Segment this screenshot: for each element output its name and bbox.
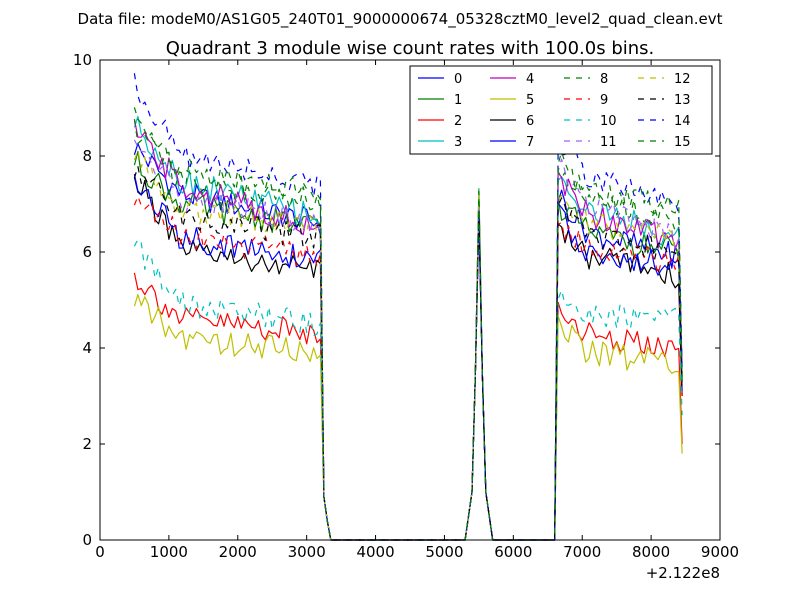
series-line-8: [133, 107, 683, 541]
series-line-10: [133, 203, 683, 541]
series-lines: [133, 73, 683, 541]
x-tick-label: 8000: [632, 543, 670, 561]
y-tick-label: 8: [82, 147, 92, 165]
series-line-3: [133, 115, 683, 541]
series-line-5: [133, 190, 683, 541]
x-tick-label: 5000: [425, 543, 463, 561]
x-tick-label: 9000: [701, 543, 739, 561]
legend-label-5: 5: [526, 93, 534, 108]
series-line-2: [133, 198, 683, 541]
legend-label-7: 7: [526, 135, 534, 150]
x-tick-label: 1000: [150, 543, 188, 561]
series-line-7: [133, 173, 683, 541]
series-line-12: [133, 150, 683, 541]
y-tick-label: 10: [73, 51, 92, 69]
legend-label-13: 13: [674, 93, 691, 108]
x-tick-label: 6000: [494, 543, 532, 561]
legend-frame: [409, 65, 713, 155]
x-tick-label: 3000: [288, 543, 326, 561]
series-line-13: [133, 166, 683, 541]
x-tick-label: 2000: [219, 543, 257, 561]
legend-label-15: 15: [674, 135, 691, 150]
x-offset-label: +2.122e8: [646, 564, 720, 582]
figure-suptitle: Data file: modeM0/AS1G05_240T01_90000006…: [78, 10, 723, 29]
y-tick-label: 6: [82, 243, 92, 261]
y-tick-label: 4: [82, 339, 92, 357]
series-line-11: [133, 139, 683, 541]
legend-label-10: 10: [600, 114, 617, 129]
series-line-14: [133, 73, 683, 541]
series-line-9: [133, 195, 683, 541]
y-tick-label: 2: [82, 435, 92, 453]
legend-label-0: 0: [454, 72, 462, 87]
chart-title: Quadrant 3 module wise count rates with …: [166, 38, 655, 59]
legend-label-8: 8: [600, 72, 608, 87]
legend-label-9: 9: [600, 93, 608, 108]
x-tick-label: 7000: [563, 543, 601, 561]
series-line-15: [133, 119, 683, 541]
legend-label-4: 4: [526, 72, 534, 87]
axis-ticks: 0 1000 2000 3000 4000 5000 6000 7000 8000 9000 0 2 4…: [73, 51, 739, 561]
x-tick-label: 4000: [356, 543, 394, 561]
legend-label-3: 3: [454, 135, 462, 150]
legend-label-14: 14: [674, 114, 691, 129]
plot-frame: [99, 59, 721, 541]
series-line-4: [133, 119, 683, 541]
series-line-1: [133, 150, 683, 541]
legend-label-11: 11: [600, 135, 617, 150]
y-tick-label: 0: [82, 531, 92, 549]
legend-label-6: 6: [526, 114, 534, 129]
legend-label-1: 1: [454, 93, 462, 108]
legend-label-12: 12: [674, 72, 691, 87]
legend-label-2: 2: [454, 114, 462, 129]
x-tick-label: 0: [95, 543, 105, 561]
